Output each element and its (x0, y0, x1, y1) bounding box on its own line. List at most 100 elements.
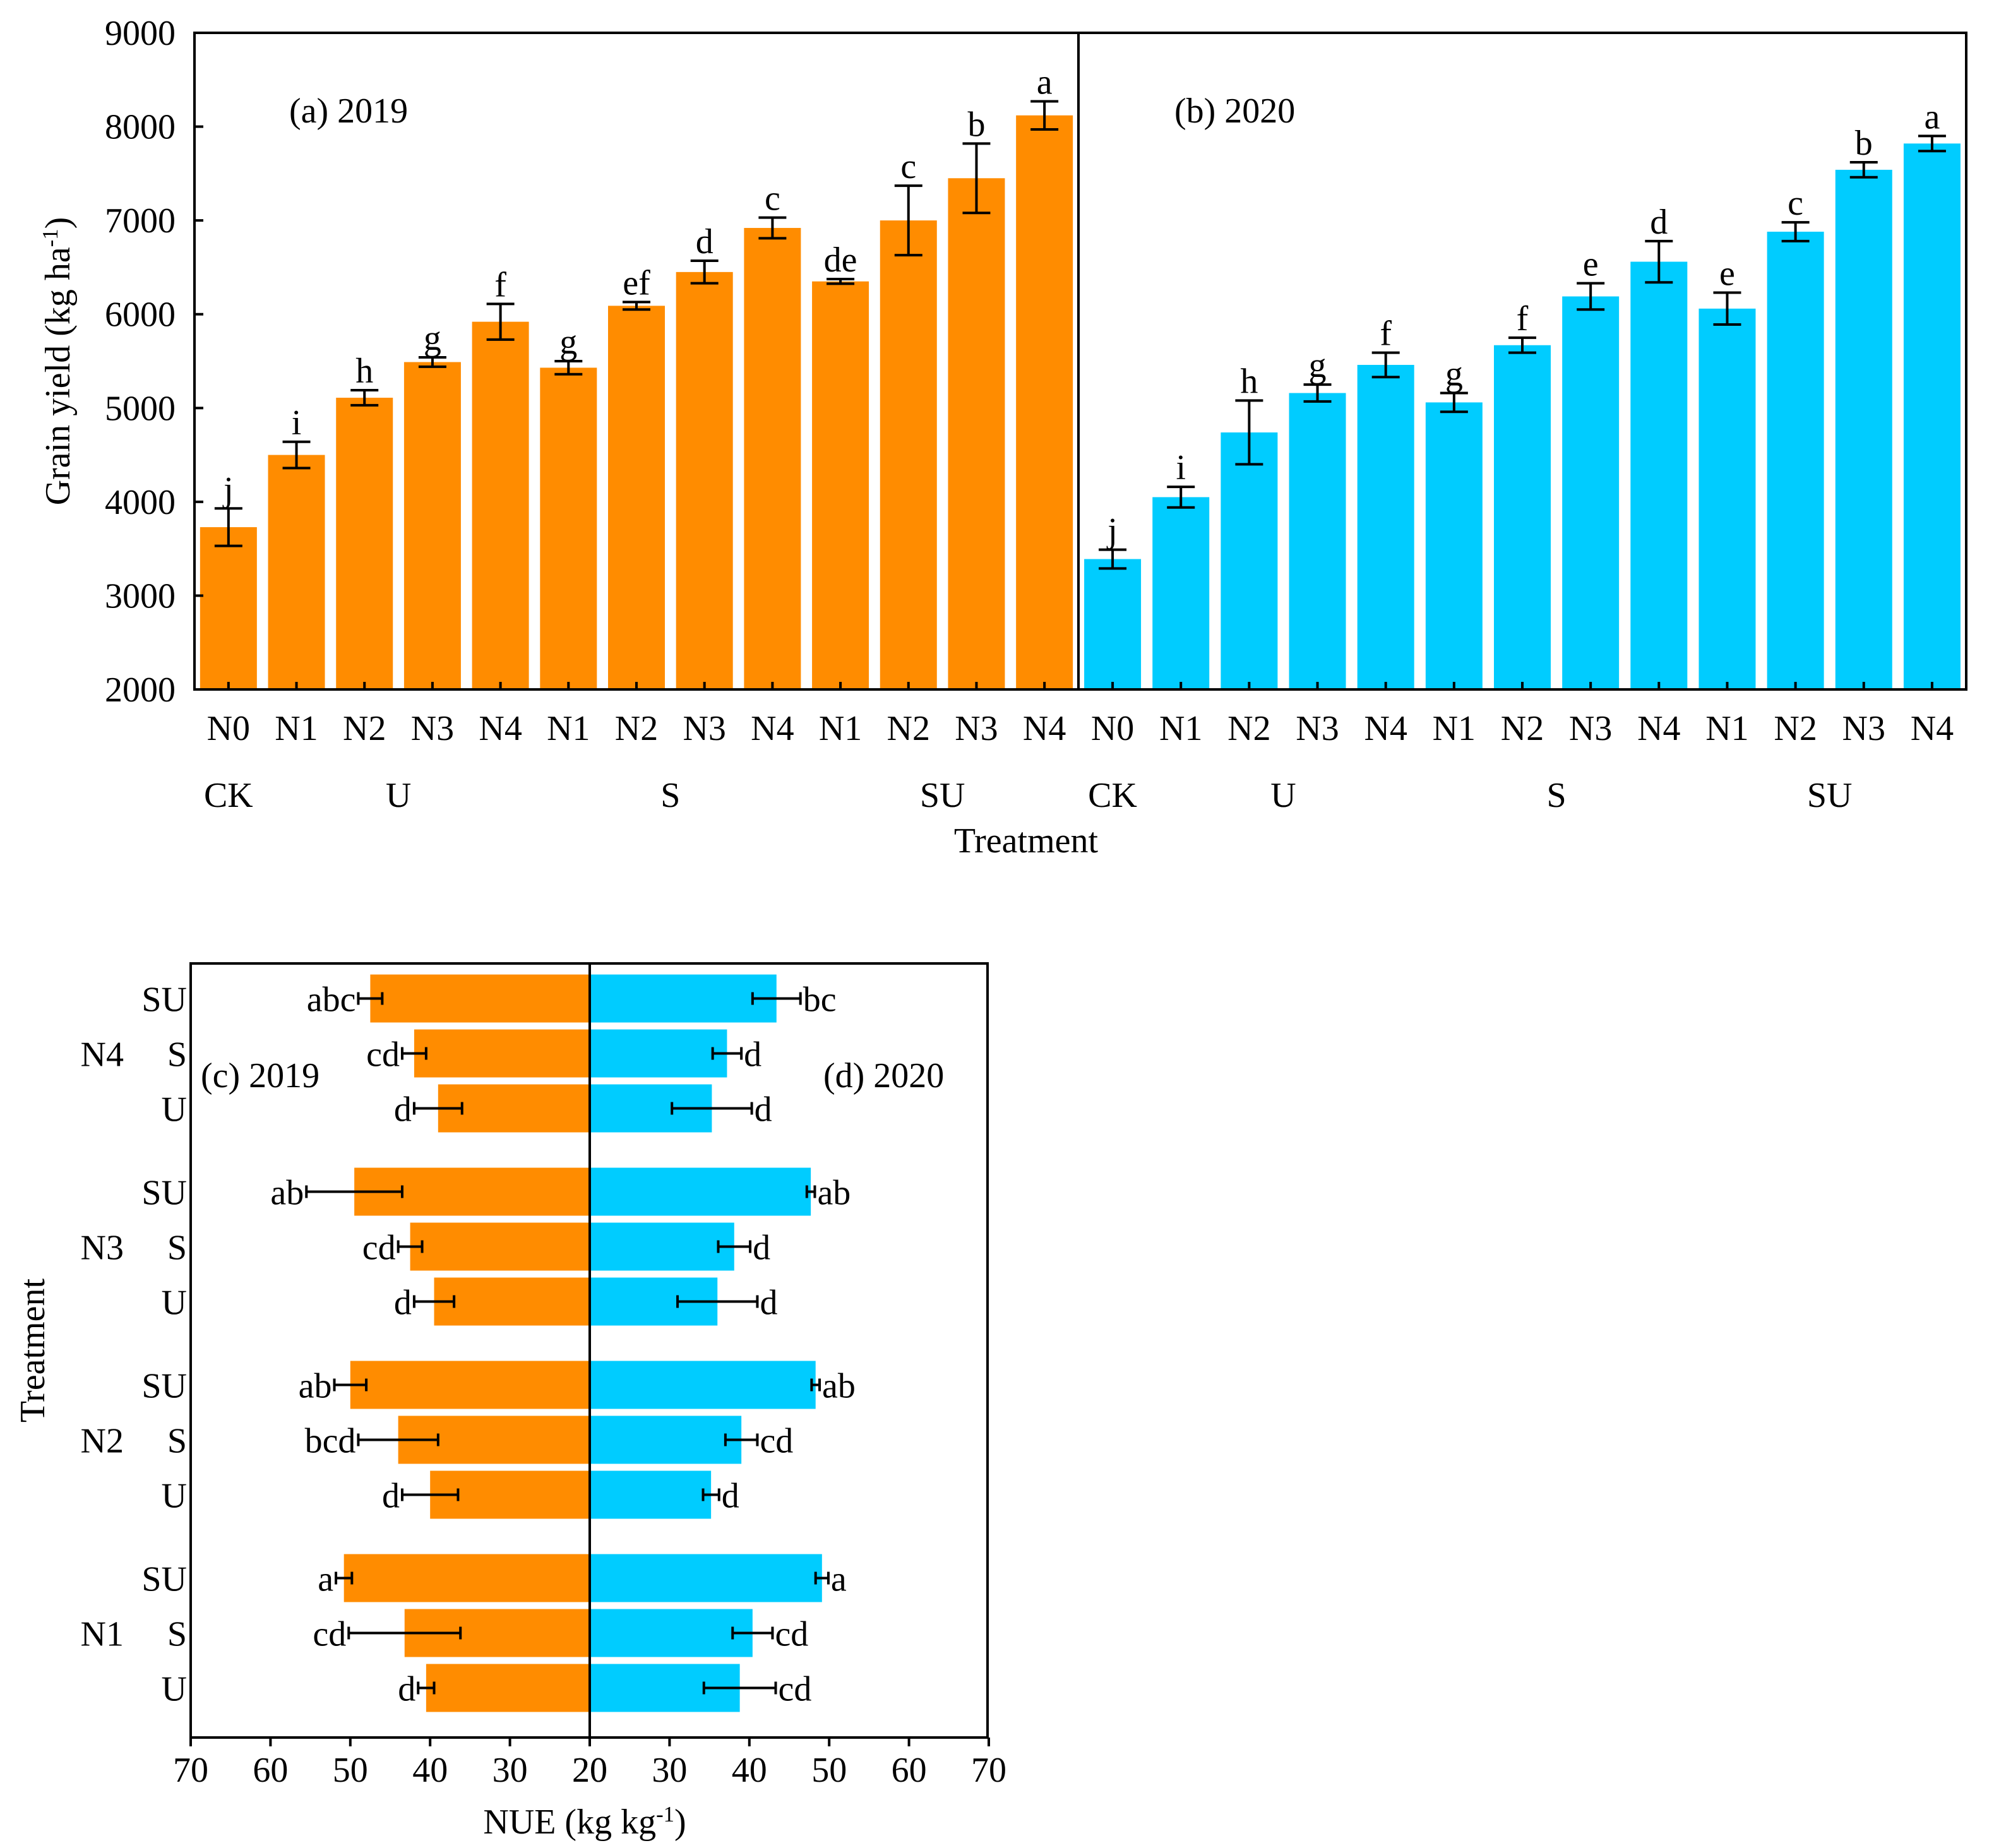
row-label: U (162, 1284, 187, 1323)
x-tick-label: N3 (411, 709, 454, 748)
x-tick-label: N4 (1911, 709, 1954, 748)
nue-bar (434, 1277, 590, 1326)
x-tick-label: N2 (615, 709, 658, 748)
significance-letter: cd (779, 1670, 812, 1709)
significance-letter: g (1309, 346, 1327, 385)
significance-letter: d (722, 1477, 739, 1516)
y-tick-label: 6000 (105, 295, 176, 335)
group-label: N2 (81, 1422, 124, 1461)
yield-bar (1084, 559, 1142, 689)
row-label: SU (141, 981, 187, 1020)
group-label: U (1270, 776, 1296, 815)
yield-bar (540, 367, 597, 689)
y-tick-label: 7000 (105, 201, 176, 241)
significance-letter: d (755, 1090, 772, 1130)
row-label: U (162, 1090, 187, 1130)
significance-letter: a (1924, 97, 1940, 136)
nue-bar (590, 1554, 822, 1602)
significance-letter: cd (362, 1229, 396, 1268)
group-label: CK (1088, 776, 1137, 815)
x-tick-label: N3 (955, 709, 998, 748)
y-tick-label: 8000 (105, 108, 176, 147)
significance-letter: a (1037, 63, 1053, 102)
x-tick-label: 60 (253, 1751, 288, 1790)
x-tick-label: N3 (1842, 709, 1885, 748)
group-label: SU (1807, 776, 1853, 815)
nue-bar (414, 1029, 590, 1078)
significance-letter: b (967, 105, 985, 144)
yield-bar (1289, 393, 1346, 689)
x-tick-label: N4 (1364, 709, 1407, 748)
y-tick-label: 9000 (105, 14, 176, 53)
significance-letter: i (1176, 448, 1186, 487)
significance-letter: i (292, 403, 302, 443)
row-label: S (167, 1615, 187, 1654)
significance-letter: bcd (305, 1422, 356, 1461)
yield-bar (336, 397, 393, 689)
yield-bar (1221, 432, 1278, 689)
grain-yield-chart: jN0iN1hN2gN3fN4gN1efN2dN3cN4deN1cN2bN3aN… (38, 14, 1967, 861)
significance-letter: h (355, 352, 373, 391)
row-label: S (167, 1422, 187, 1461)
x-tick-label: 30 (493, 1751, 528, 1790)
significance-letter: ab (817, 1174, 851, 1213)
significance-letter: d (760, 1284, 777, 1323)
nue-bar (426, 1664, 590, 1712)
significance-letter: de (824, 241, 857, 280)
panel-label: (c) 2019 (201, 1056, 319, 1095)
yield-bar (608, 306, 665, 689)
significance-letter: g (559, 323, 577, 362)
significance-letter: ab (299, 1367, 332, 1406)
significance-letter: bc (803, 981, 837, 1020)
significance-letter: f (1380, 314, 1392, 354)
significance-letter: c (765, 179, 780, 218)
nue-bar (590, 1361, 816, 1409)
significance-letter: c (900, 147, 916, 186)
y-tick-label: 3000 (105, 576, 176, 616)
significance-letter: d (394, 1284, 412, 1323)
significance-letter: h (1240, 362, 1258, 401)
nue-bar (590, 1167, 811, 1216)
x-tick-label: 70 (971, 1751, 1006, 1790)
x-axis-title: Treatment (954, 821, 1099, 861)
significance-letter: d (382, 1477, 400, 1516)
significance-letter: d (1650, 203, 1668, 242)
group-label: CK (204, 776, 253, 815)
x-tick-label: 70 (173, 1751, 208, 1790)
significance-letter: cd (313, 1615, 346, 1654)
nue-bar (590, 1609, 753, 1657)
x-tick-label: N0 (207, 709, 250, 748)
yield-bar (1835, 169, 1892, 689)
y-tick-label: 5000 (105, 389, 176, 428)
row-label: U (162, 1477, 187, 1516)
x-tick-label: N0 (1091, 709, 1134, 748)
x-tick-label: N4 (751, 709, 794, 748)
x-tick-label: 50 (811, 1751, 847, 1790)
row-label: SU (141, 1560, 187, 1599)
significance-letter: j (222, 470, 234, 509)
row-label: SU (141, 1174, 187, 1213)
yield-bar (1903, 143, 1961, 690)
significance-letter: d (394, 1090, 412, 1130)
significance-letter: j (1106, 511, 1118, 551)
x-tick-label: N2 (1501, 709, 1544, 748)
significance-letter: b (1855, 124, 1873, 163)
yield-bar (744, 228, 801, 689)
yield-bar (1357, 364, 1414, 689)
x-tick-label: N1 (1159, 709, 1202, 748)
significance-letter: f (1517, 299, 1529, 338)
yield-bar (1152, 497, 1210, 689)
x-tick-label: N1 (275, 709, 318, 748)
x-tick-label: 20 (572, 1751, 607, 1790)
x-tick-label: N2 (1774, 709, 1817, 748)
group-label: S (1546, 776, 1566, 815)
x-tick-label: 40 (412, 1751, 448, 1790)
panel-label: (d) 2020 (823, 1056, 944, 1095)
y-tick-label: 4000 (105, 483, 176, 522)
row-label: U (162, 1670, 187, 1709)
significance-letter: c (1788, 184, 1803, 223)
significance-letter: ab (822, 1367, 856, 1406)
group-label: S (660, 776, 680, 815)
